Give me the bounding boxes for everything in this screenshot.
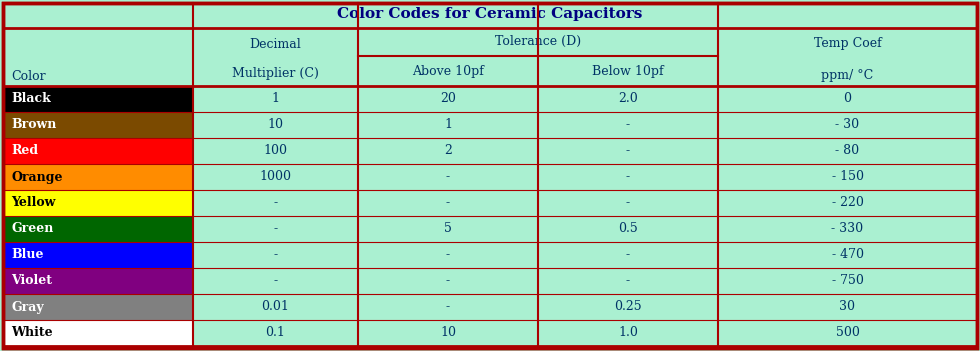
Text: -: -	[626, 171, 630, 184]
Text: 0: 0	[844, 93, 852, 106]
Bar	[3, 190, 193, 216]
Text: Violet: Violet	[11, 274, 52, 287]
Text: Tolerance (D): Tolerance (D)	[495, 34, 581, 47]
Bar	[193, 268, 977, 294]
Text: - 80: - 80	[835, 145, 859, 158]
Bar	[193, 294, 977, 320]
Text: ppm/ °C: ppm/ °C	[821, 68, 873, 81]
Bar	[3, 242, 193, 268]
Text: Color: Color	[11, 71, 46, 84]
Bar	[193, 112, 977, 138]
Text: -: -	[446, 274, 450, 287]
Text: -: -	[446, 197, 450, 210]
Text: -: -	[626, 197, 630, 210]
Text: -: -	[626, 274, 630, 287]
Text: - 470: - 470	[831, 249, 863, 261]
Bar	[3, 28, 977, 86]
Text: 10: 10	[268, 119, 283, 132]
Text: -: -	[446, 171, 450, 184]
Text: - 330: - 330	[831, 223, 863, 236]
Text: 1000: 1000	[260, 171, 291, 184]
Text: -: -	[626, 249, 630, 261]
Text: Orange: Orange	[11, 171, 63, 184]
Text: Yellow: Yellow	[11, 197, 56, 210]
Text: Color Codes for Ceramic Capacitors: Color Codes for Ceramic Capacitors	[337, 7, 643, 21]
Bar	[193, 242, 977, 268]
Text: - 750: - 750	[832, 274, 863, 287]
Bar	[193, 216, 977, 242]
Bar	[3, 294, 193, 320]
Text: 20: 20	[440, 93, 456, 106]
Text: 0.5: 0.5	[618, 223, 638, 236]
Bar	[193, 320, 977, 346]
Text: Black: Black	[11, 93, 51, 106]
Text: 0.01: 0.01	[262, 300, 289, 313]
Text: 500: 500	[836, 326, 859, 339]
Bar	[193, 190, 977, 216]
Text: -: -	[626, 119, 630, 132]
Bar	[3, 138, 193, 164]
Text: 2: 2	[444, 145, 452, 158]
Bar	[193, 164, 977, 190]
Bar	[193, 138, 977, 164]
Bar	[3, 86, 193, 112]
Bar	[3, 320, 193, 346]
Text: - 150: - 150	[831, 171, 863, 184]
Text: Above 10pf: Above 10pf	[412, 65, 484, 78]
Text: Multiplier (C): Multiplier (C)	[232, 67, 318, 80]
Bar	[193, 86, 977, 112]
Text: Brown: Brown	[11, 119, 57, 132]
Bar	[3, 112, 193, 138]
Text: 0.1: 0.1	[266, 326, 285, 339]
Text: -: -	[446, 300, 450, 313]
Text: Blue: Blue	[11, 249, 43, 261]
Text: -: -	[626, 145, 630, 158]
Text: 5: 5	[444, 223, 452, 236]
Text: 1.0: 1.0	[618, 326, 638, 339]
Text: 0.25: 0.25	[614, 300, 642, 313]
Text: -: -	[273, 274, 277, 287]
Text: -: -	[273, 223, 277, 236]
Text: -: -	[446, 249, 450, 261]
Bar	[3, 0, 977, 28]
Text: -: -	[273, 197, 277, 210]
Bar	[3, 216, 193, 242]
Text: Decimal: Decimal	[250, 39, 302, 52]
Text: Red: Red	[11, 145, 38, 158]
Text: Below 10pf: Below 10pf	[592, 65, 663, 78]
Text: Gray: Gray	[11, 300, 44, 313]
Text: 1: 1	[444, 119, 452, 132]
Bar	[3, 164, 193, 190]
Text: Temp Coef: Temp Coef	[813, 37, 881, 49]
Text: 2.0: 2.0	[618, 93, 638, 106]
Text: 10: 10	[440, 326, 456, 339]
Text: 100: 100	[264, 145, 287, 158]
Text: 30: 30	[840, 300, 856, 313]
Text: 1: 1	[271, 93, 279, 106]
Text: Green: Green	[11, 223, 53, 236]
Text: -: -	[273, 249, 277, 261]
Bar	[3, 268, 193, 294]
Text: - 30: - 30	[835, 119, 859, 132]
Text: - 220: - 220	[832, 197, 863, 210]
Text: White: White	[11, 326, 53, 339]
